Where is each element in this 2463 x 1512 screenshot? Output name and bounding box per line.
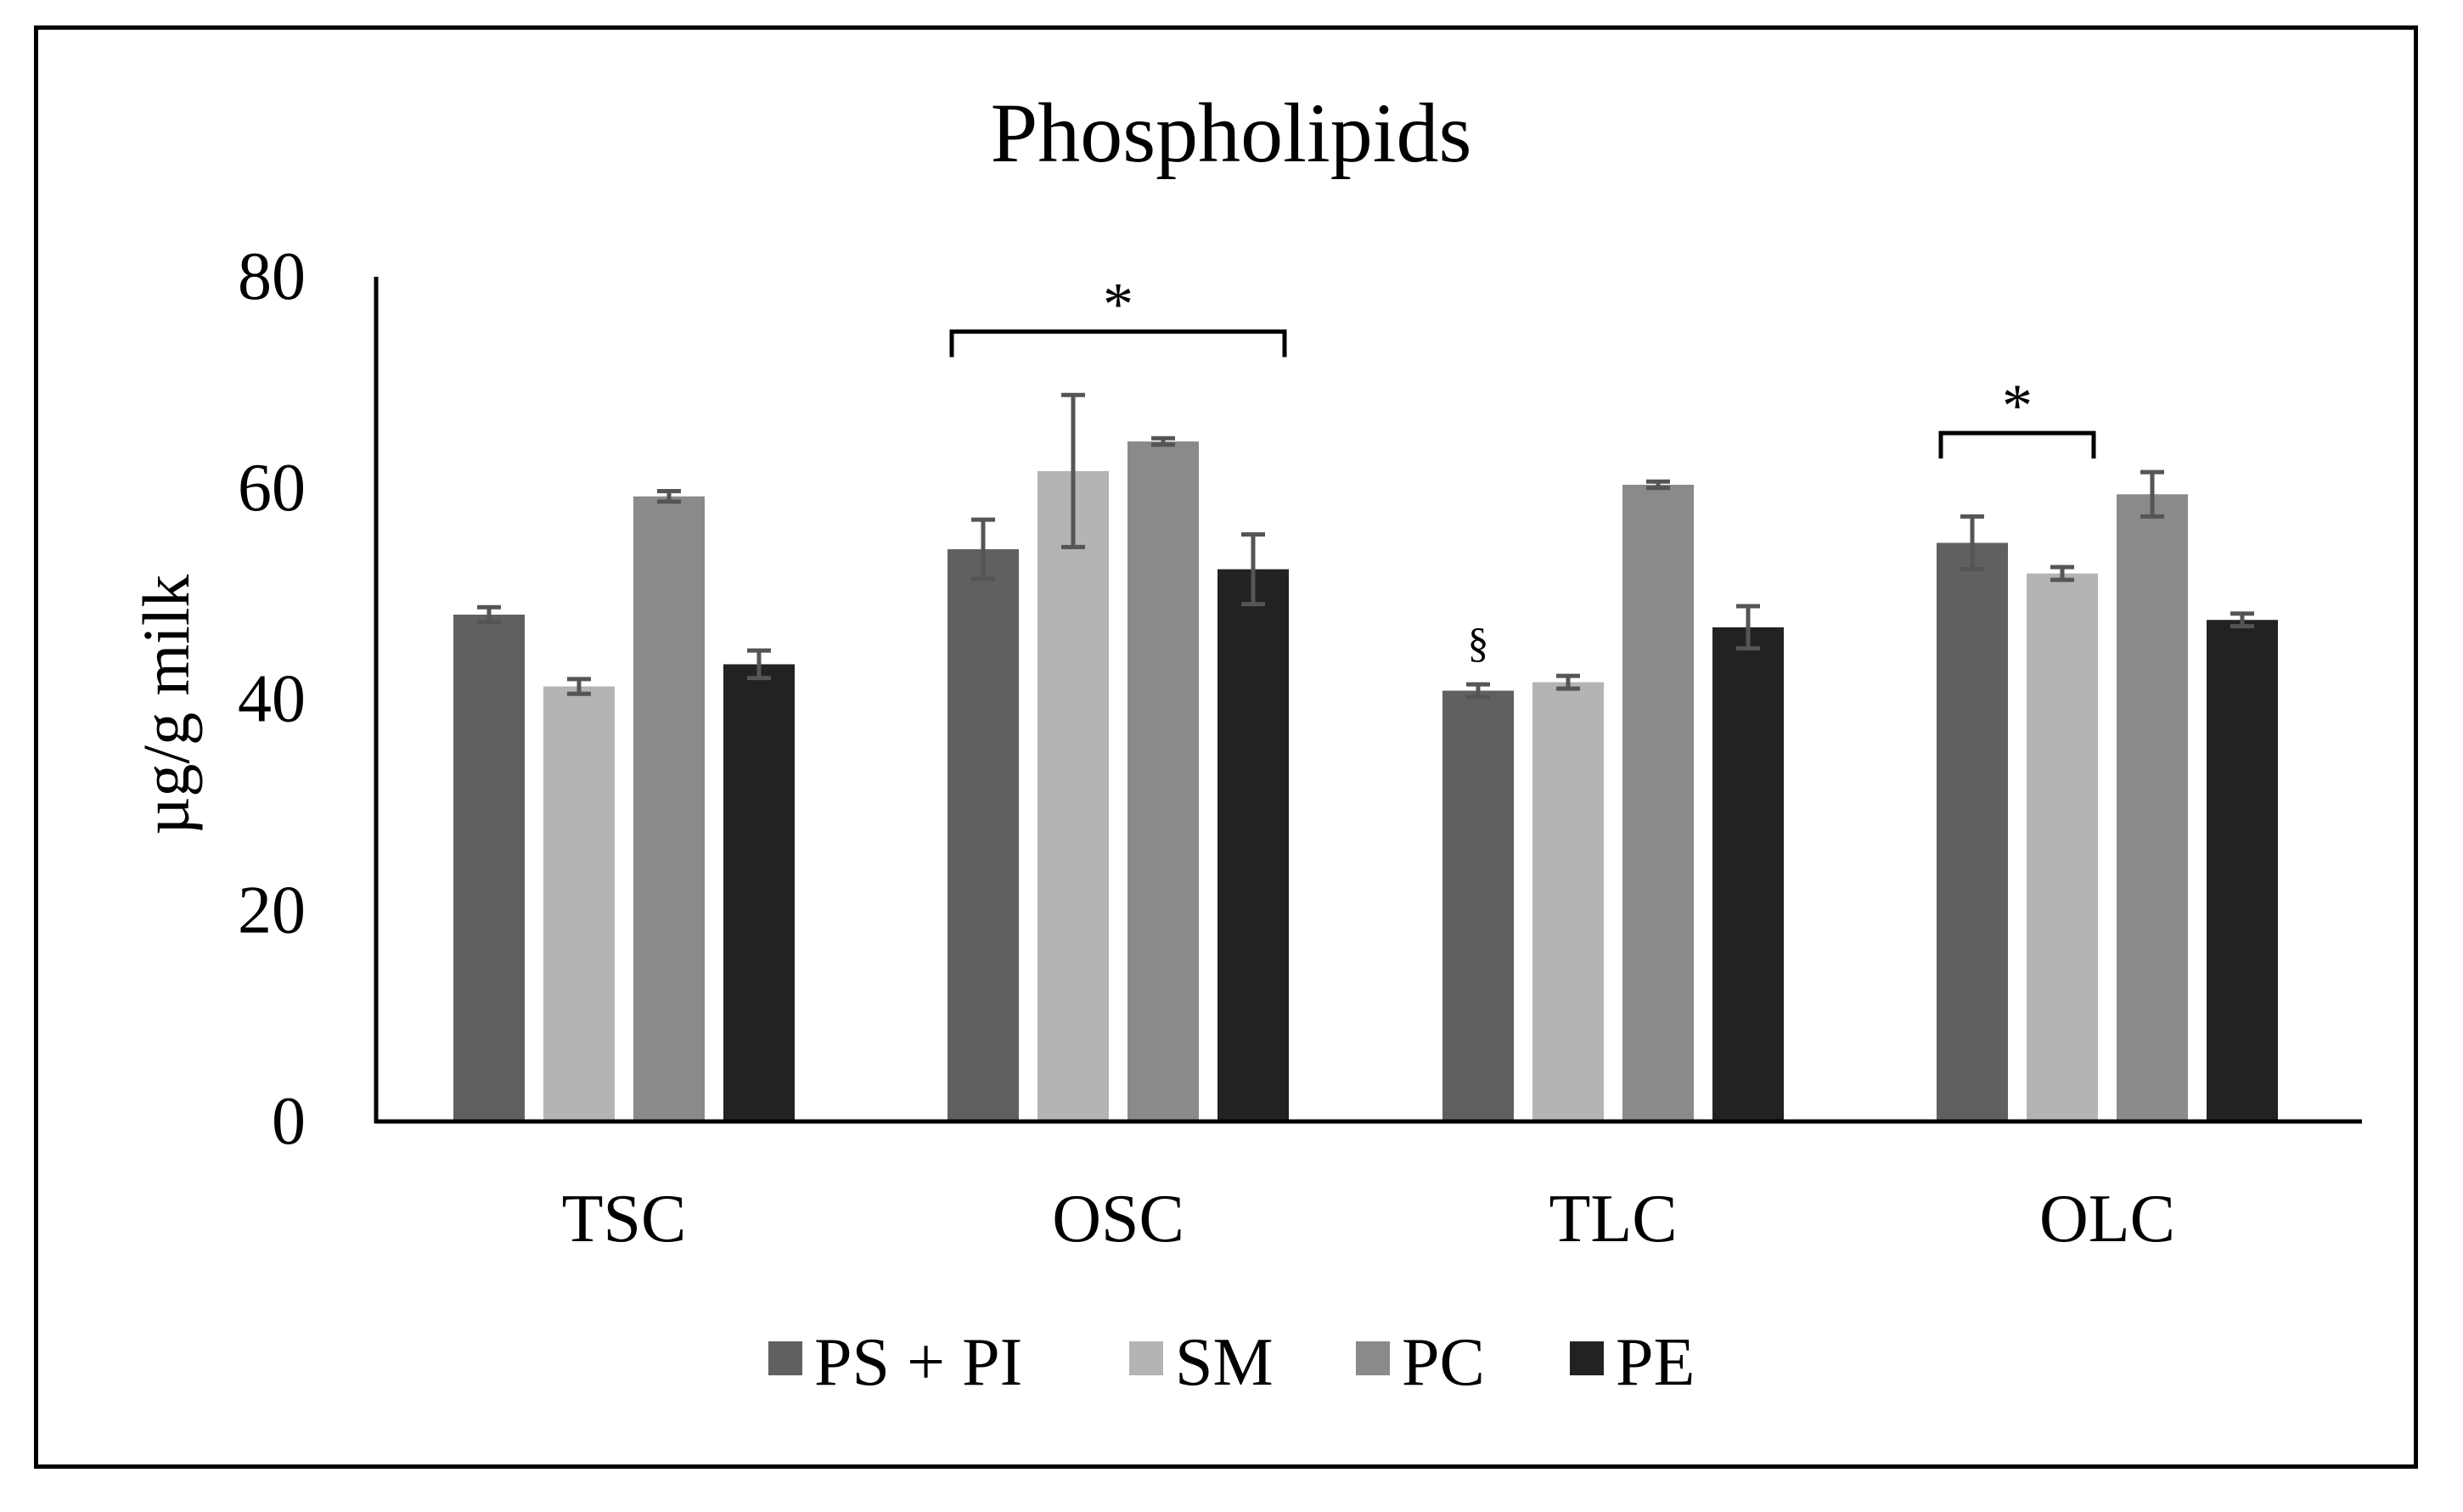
error-bar-olc-1 xyxy=(2050,565,2074,582)
error-bars-layer xyxy=(477,392,2254,700)
bar-olc-3 xyxy=(2207,620,2278,1121)
error-bar-olc-3 xyxy=(2230,611,2254,629)
y-tick-label-3: 60 xyxy=(238,451,306,526)
bar-tlc-1 xyxy=(1532,682,1604,1121)
legend-item-3: PE xyxy=(1570,1325,1695,1400)
bar-tsc-3 xyxy=(723,664,795,1121)
bars-layer xyxy=(453,441,2278,1121)
legend: PS + PI SM PC PE xyxy=(768,1325,1695,1400)
error-bar-tlc-0 xyxy=(1466,682,1490,700)
bar-tsc-1 xyxy=(543,686,615,1121)
error-bar-osc-1 xyxy=(1061,392,1085,549)
x-tick-label-tsc: TSC xyxy=(562,1182,687,1256)
bar-tlc-3 xyxy=(1712,627,1784,1121)
error-bar-tlc-3 xyxy=(1736,604,1760,651)
bar-tlc-0 xyxy=(1442,690,1514,1121)
legend-label-2: PC xyxy=(1402,1325,1485,1400)
x-tick-label-osc: OSC xyxy=(1052,1182,1184,1256)
error-bar-tsc-2 xyxy=(657,488,681,504)
bar-osc-0 xyxy=(948,548,1019,1121)
legend-swatch-2 xyxy=(1356,1341,1390,1375)
x-tick-label-tlc: TLC xyxy=(1549,1182,1677,1256)
legend-swatch-0 xyxy=(768,1341,802,1375)
bar-tsc-2 xyxy=(633,496,705,1121)
marker-tlc-2: § xyxy=(1468,619,1489,666)
bar-olc-2 xyxy=(2117,494,2188,1121)
error-bar-osc-3 xyxy=(1241,531,1265,607)
legend-swatch-3 xyxy=(1570,1341,1604,1375)
error-bar-tlc-1 xyxy=(1556,673,1580,691)
bar-olc-0 xyxy=(1937,542,2008,1121)
error-bar-olc-0 xyxy=(1960,514,1984,572)
legend-item-0: PS + PI xyxy=(768,1325,1022,1400)
error-bar-tsc-1 xyxy=(567,677,591,696)
y-axis-ticks: 0 20 40 60 80 xyxy=(238,239,306,1159)
legend-label-3: PE xyxy=(1616,1325,1695,1400)
significance-star-olc: * xyxy=(2002,372,2033,440)
error-bar-tsc-0 xyxy=(477,604,501,625)
significance-bracket-olc: * xyxy=(1938,372,2096,459)
error-bar-osc-2 xyxy=(1151,436,1175,447)
chart-title: Phospholipids xyxy=(991,86,1472,180)
y-tick-label-1: 20 xyxy=(238,873,306,947)
error-bar-osc-0 xyxy=(971,517,995,582)
axes xyxy=(374,277,2362,1124)
error-bar-olc-2 xyxy=(2140,469,2164,519)
bar-osc-3 xyxy=(1217,569,1289,1121)
bar-tlc-2 xyxy=(1622,485,1694,1121)
legend-label-1: SM xyxy=(1175,1325,1274,1400)
x-tick-label-olc: OLC xyxy=(2039,1182,2175,1256)
y-tick-label-2: 40 xyxy=(238,662,306,737)
significance-bracket-osc: * xyxy=(949,271,1287,357)
bar-osc-1 xyxy=(1037,470,1109,1121)
y-tick-label-0: 0 xyxy=(272,1084,306,1159)
x-axis-tick-labels: TSC OSC TLC OLC xyxy=(562,1182,2175,1256)
error-bar-tsc-3 xyxy=(747,648,771,681)
annotations-layer: * * § xyxy=(949,271,2096,666)
bar-osc-2 xyxy=(1127,441,1199,1121)
bar-tsc-0 xyxy=(453,615,525,1121)
legend-item-1: SM xyxy=(1129,1325,1274,1400)
y-axis-label: µg/g milk xyxy=(129,574,203,835)
significance-star-osc: * xyxy=(1103,271,1133,339)
bar-olc-1 xyxy=(2027,573,2098,1121)
y-tick-label-4: 80 xyxy=(238,239,306,314)
legend-swatch-1 xyxy=(1129,1341,1163,1375)
legend-item-2: PC xyxy=(1356,1325,1485,1400)
error-bar-tlc-2 xyxy=(1646,479,1670,491)
legend-label-0: PS + PI xyxy=(814,1325,1022,1400)
